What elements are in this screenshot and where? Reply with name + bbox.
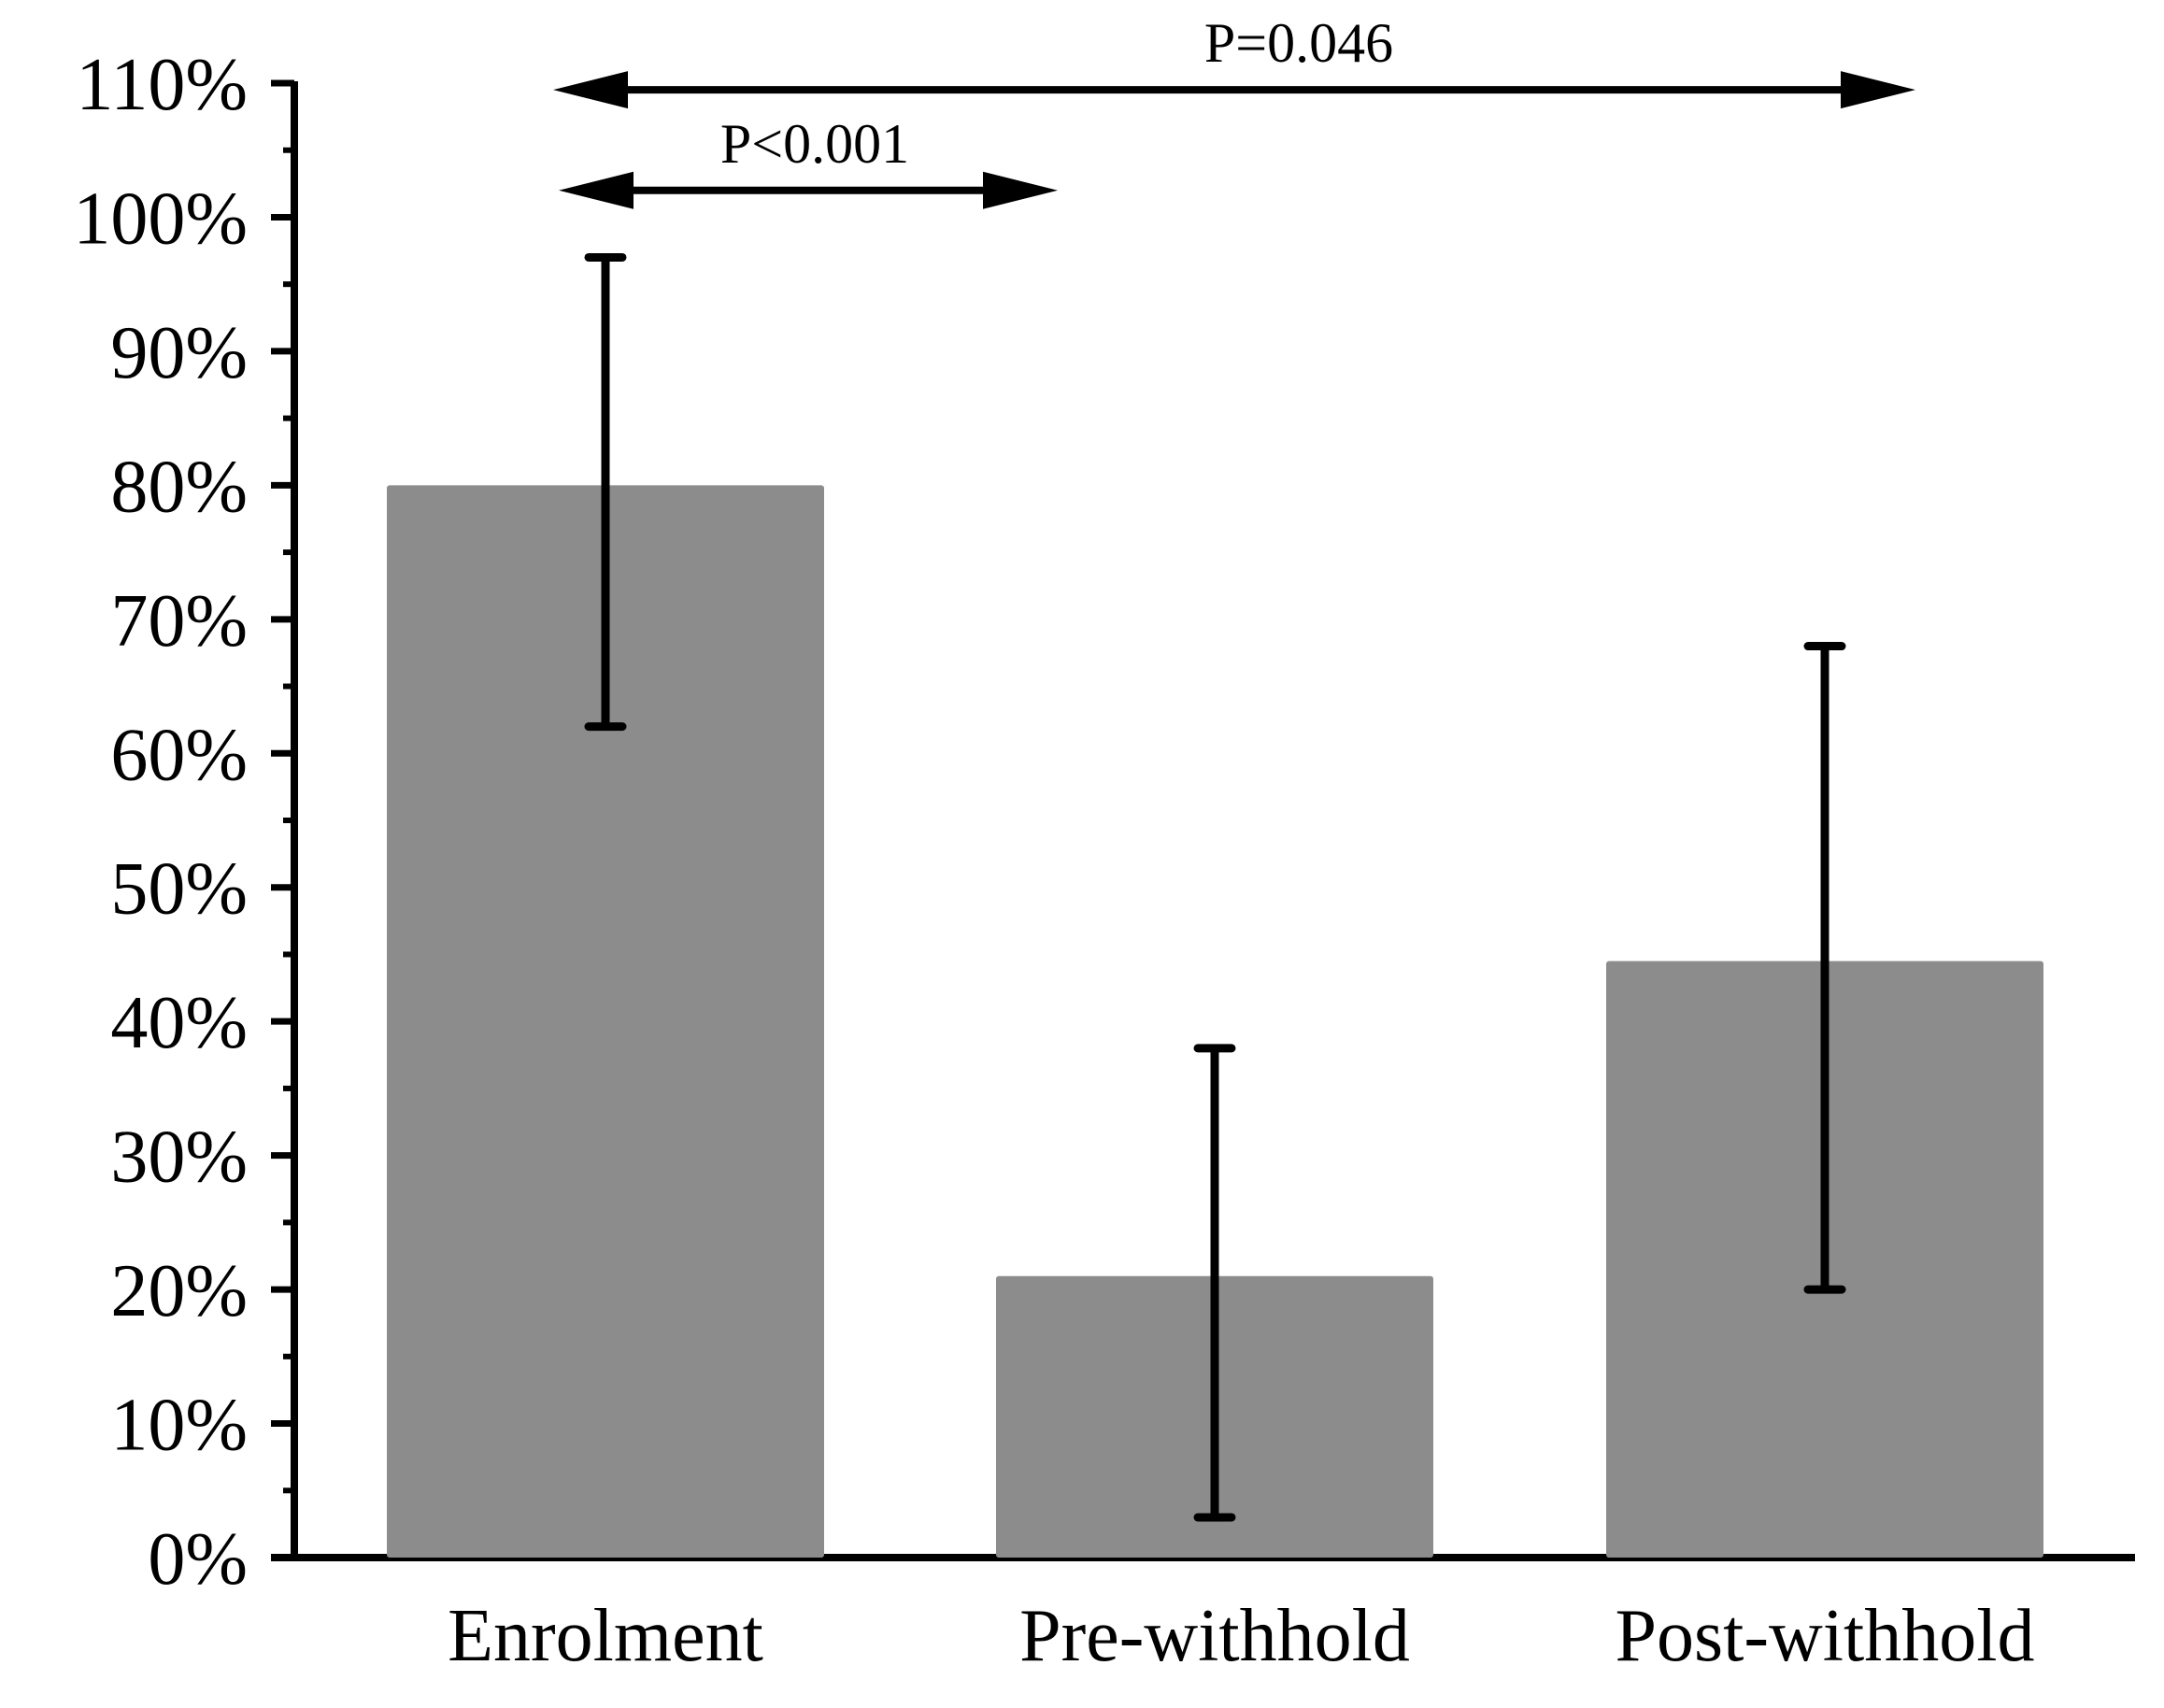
y-tick-label-80: 80% [110,446,248,528]
annotation-label-0: P<0.001 [720,113,909,175]
y-tick-label-40: 40% [110,982,248,1064]
error-bars [584,252,1846,1522]
axes: 0% 10% 20% 30% 40% 50% 60% 70% 80% 90% 100% 110% Enr… [73,44,2135,1677]
y-tick-label-100: 100% [73,178,248,260]
y-tick-label-0: 0% [148,1518,248,1601]
x-tick-label-enrolment: Enrolment [448,1595,763,1677]
arrow-left-icon [559,171,634,209]
y-tick-label-70: 70% [110,580,248,662]
y-tick-label-10: 10% [110,1385,248,1467]
significance-annotations: P<0.001 P=0.046 [553,12,1915,209]
y-tick-label-60: 60% [110,714,248,796]
bar-enrolment [387,485,824,1558]
y-tick-label-110: 110% [76,44,248,126]
y-tick-label-20: 20% [110,1250,248,1332]
arrow-right-icon [983,171,1058,209]
x-tick-label-post-withhold: Post-withhold [1616,1595,2035,1677]
y-tick-label-90: 90% [110,312,248,394]
x-tick-label-pre-withhold: Pre-withhold [1019,1595,1410,1677]
arrow-left-icon [553,71,628,109]
annotation-label-1: P=0.046 [1204,12,1393,74]
y-tick-label-30: 30% [110,1117,248,1199]
arrow-right-icon [1841,71,1915,109]
bars [387,485,2043,1558]
y-tick-label-50: 50% [110,848,248,931]
